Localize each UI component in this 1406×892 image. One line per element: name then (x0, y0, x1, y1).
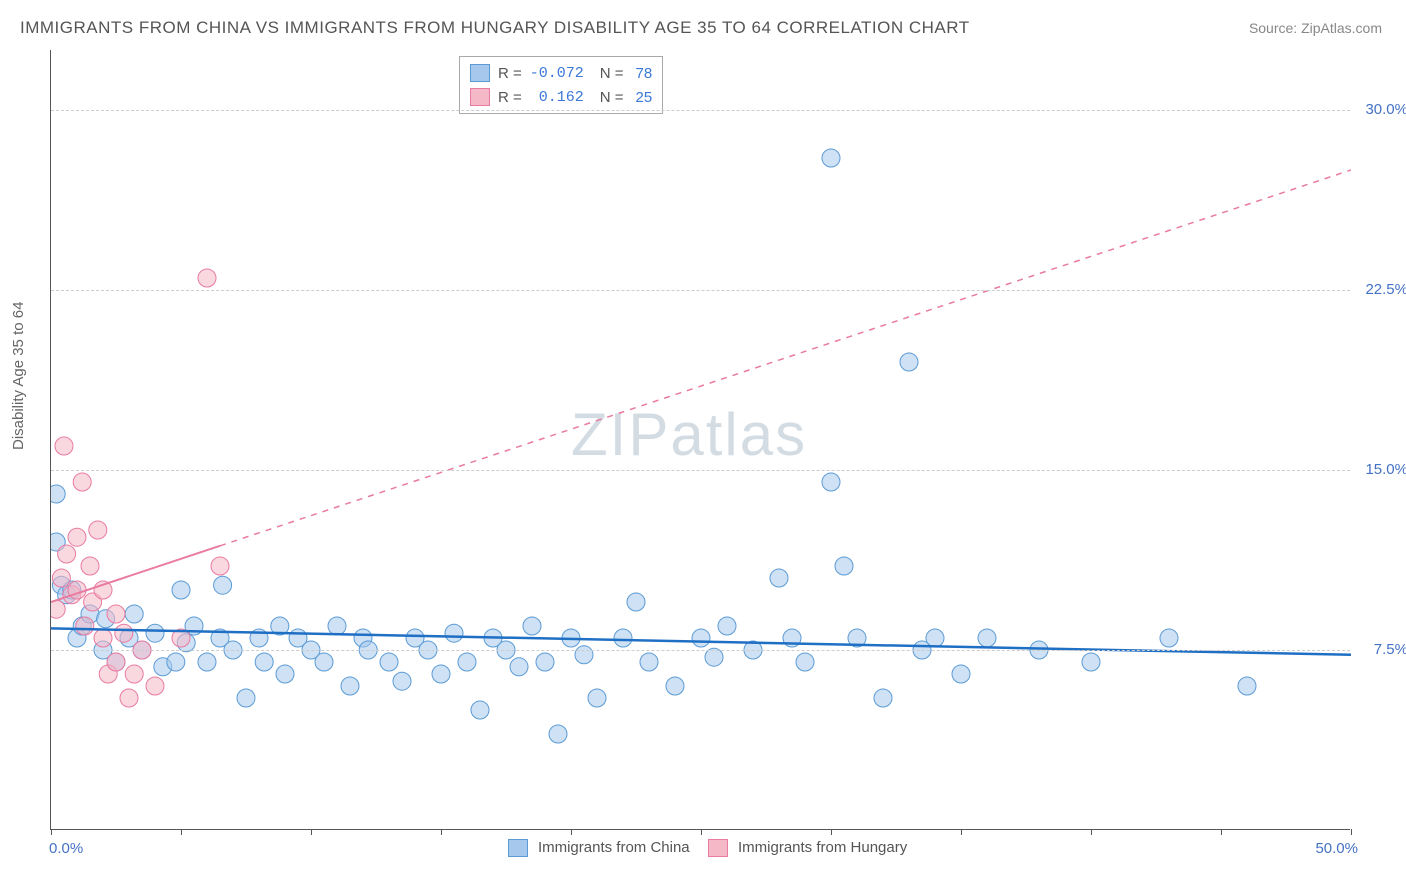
plot-area: ZIPatlas R = -0.072 N = 78 R = 0.162 N =… (50, 50, 1350, 830)
y-tick-label: 15.0% (1358, 461, 1406, 478)
label-n: N = (600, 65, 624, 82)
x-tick (311, 829, 312, 835)
swatch-hungary (470, 88, 490, 106)
y-axis-label: Disability Age 35 to 64 (10, 302, 27, 450)
y-tick-label: 22.5% (1358, 281, 1406, 298)
value-n-china: 78 (636, 65, 653, 82)
stats-row-china: R = -0.072 N = 78 (470, 61, 652, 85)
x-tick (1221, 829, 1222, 835)
bottom-legend: Immigrants from China Immigrants from Hu… (51, 839, 1350, 857)
gridline (51, 470, 1350, 471)
value-r-china: -0.072 (530, 65, 584, 82)
legend-swatch-china (508, 839, 528, 857)
chart-container: IMMIGRANTS FROM CHINA VS IMMIGRANTS FROM… (0, 0, 1406, 892)
gridline (51, 110, 1350, 111)
x-tick (441, 829, 442, 835)
swatch-china (470, 64, 490, 82)
x-tick (181, 829, 182, 835)
x-tick (1351, 829, 1352, 835)
x-tick (1091, 829, 1092, 835)
label-r: R = (498, 65, 522, 82)
stats-row-hungary: R = 0.162 N = 25 (470, 85, 652, 109)
y-tick-label: 7.5% (1358, 641, 1406, 658)
label-n: N = (600, 89, 624, 106)
scatter-svg (51, 50, 1351, 830)
gridline (51, 650, 1350, 651)
legend-swatch-hungary (708, 839, 728, 857)
label-r: R = (498, 89, 522, 106)
x-tick (701, 829, 702, 835)
x-tick (51, 829, 52, 835)
value-n-hungary: 25 (636, 89, 653, 106)
source-attribution: Source: ZipAtlas.com (1249, 20, 1382, 36)
legend-label-hungary: Immigrants from Hungary (738, 839, 907, 856)
x-tick (831, 829, 832, 835)
chart-title: IMMIGRANTS FROM CHINA VS IMMIGRANTS FROM… (20, 18, 970, 38)
legend-label-china: Immigrants from China (538, 839, 690, 856)
correlation-stats-box: R = -0.072 N = 78 R = 0.162 N = 25 (459, 56, 663, 114)
value-r-hungary: 0.162 (530, 89, 584, 106)
x-tick (961, 829, 962, 835)
y-tick-label: 30.0% (1358, 101, 1406, 118)
gridline (51, 290, 1350, 291)
x-tick (571, 829, 572, 835)
